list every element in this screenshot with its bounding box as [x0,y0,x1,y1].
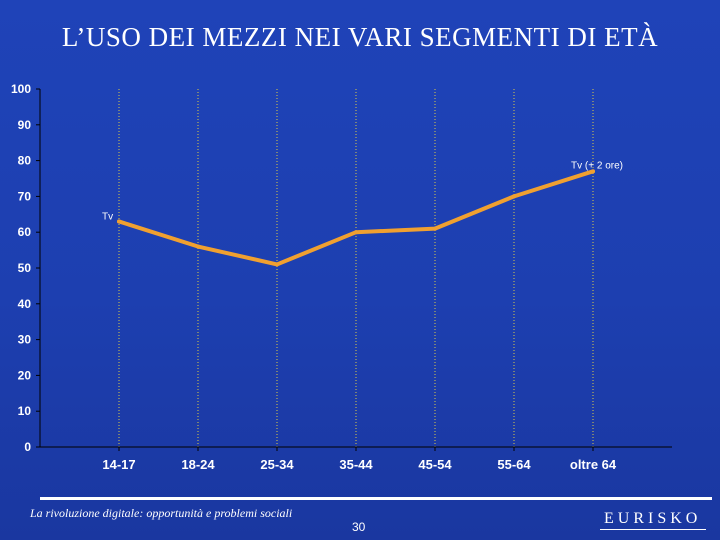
footer-text: La rivoluzione digitale: opportunità e p… [30,506,293,520]
data-point [196,244,200,249]
series-annotation: Tv (+ 2 ore) [571,160,623,171]
x-tick-label: 45-54 [418,457,452,472]
series-annotation: Tv [102,211,113,222]
slide-title: L’USO DEI MEZZI NEI VARI SEGMENTI DI ETÀ [61,22,659,52]
chart-gridlines [118,89,594,447]
data-point [354,230,358,235]
brand-logo: EURISKO [604,510,701,528]
page-number: 30 [352,520,366,534]
brand-logo-text: EURISKO [604,510,702,527]
y-tick-label: 30 [18,333,32,347]
y-tick-label: 100 [11,82,31,96]
y-tick-label: 80 [18,154,32,168]
x-tick-label: 14-17 [102,457,135,472]
y-tick-label: 70 [18,189,32,203]
data-point [591,169,595,174]
y-tick-label: 20 [18,368,32,382]
brand-logo-underline [600,529,706,530]
y-tick-label: 50 [18,261,32,275]
x-tick-label: 18-24 [181,457,215,472]
data-point [275,262,279,267]
chart-series [117,169,595,267]
y-tick-label: 0 [24,440,31,454]
x-tick-label: 35-44 [339,457,373,472]
x-axis-ticks: 14-17 18-24 25-34 35-44 45-54 55-64 oltre 64 [102,447,617,472]
data-point [117,219,121,224]
chart-annotations: Tv Tv (+ 2 ore) [102,160,623,222]
data-point [433,226,437,231]
data-point [512,194,516,199]
x-tick-label: oltre 64 [570,457,617,472]
x-tick-label: 25-34 [260,457,294,472]
y-tick-label: 10 [18,404,32,418]
x-tick-label: 55-64 [497,457,531,472]
footer-divider [40,497,712,500]
y-tick-label: 40 [18,297,32,311]
y-tick-label: 60 [18,225,32,239]
y-tick-label: 90 [18,118,32,132]
